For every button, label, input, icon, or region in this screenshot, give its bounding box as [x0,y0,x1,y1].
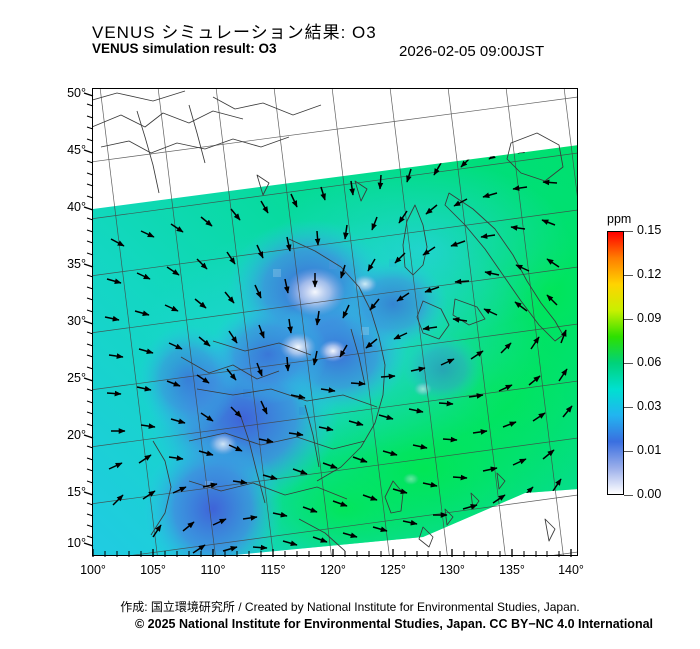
title-japanese: VENUS シミュレーション結果: O3 [92,23,377,42]
y-tick-label: 35° [67,257,86,271]
y-tick-label: 50° [67,86,86,100]
colorbar-tick-label: 0.09 [637,311,662,325]
colorbar-tick-label: 0.12 [637,267,662,281]
y-tick-label: 15° [67,485,86,499]
colorbar-tick-label: 0.00 [637,487,662,501]
colorbar-gradient [607,231,624,495]
x-tick-label: 105° [140,563,166,577]
y-tick-label: 40° [67,200,86,214]
colorbar-unit-label: ppm [607,212,632,226]
graticule [93,89,577,555]
y-tick-label: 45° [67,143,86,157]
map-plot-area [92,88,578,556]
colorbar-tick-label: 0.15 [637,223,662,237]
colorbar-tick-label: 0.03 [637,399,662,413]
colorbar-tick-label: 0.01 [637,443,662,457]
timestamp: 2026-02-05 09:00JST [399,43,545,60]
x-tick-label: 110° [200,563,226,577]
coastlines [93,90,564,552]
x-tick-label: 135° [499,563,525,577]
x-tick-label: 140° [558,563,584,577]
x-tick-label: 130° [439,563,465,577]
y-tick-label: 30° [67,314,86,328]
y-tick-label: 20° [67,428,86,442]
colorbar-tick-label: 0.06 [637,355,662,369]
credit-line-license: © 2025 National Institute for Environmen… [135,617,653,631]
y-tick-label: 25° [67,371,86,385]
title-english: VENUS simulation result: O3 [92,41,277,56]
y-tick-label: 10° [67,536,86,550]
map-canvas [93,89,577,555]
wind-vectors [104,145,573,554]
x-tick-label: 100° [80,563,106,577]
x-tick-label: 120° [320,563,346,577]
x-tick-label: 125° [380,563,406,577]
credit-line-japanese: 作成: 国立環境研究所 / Created by National Instit… [120,600,580,614]
x-tick-label: 115° [260,563,286,577]
